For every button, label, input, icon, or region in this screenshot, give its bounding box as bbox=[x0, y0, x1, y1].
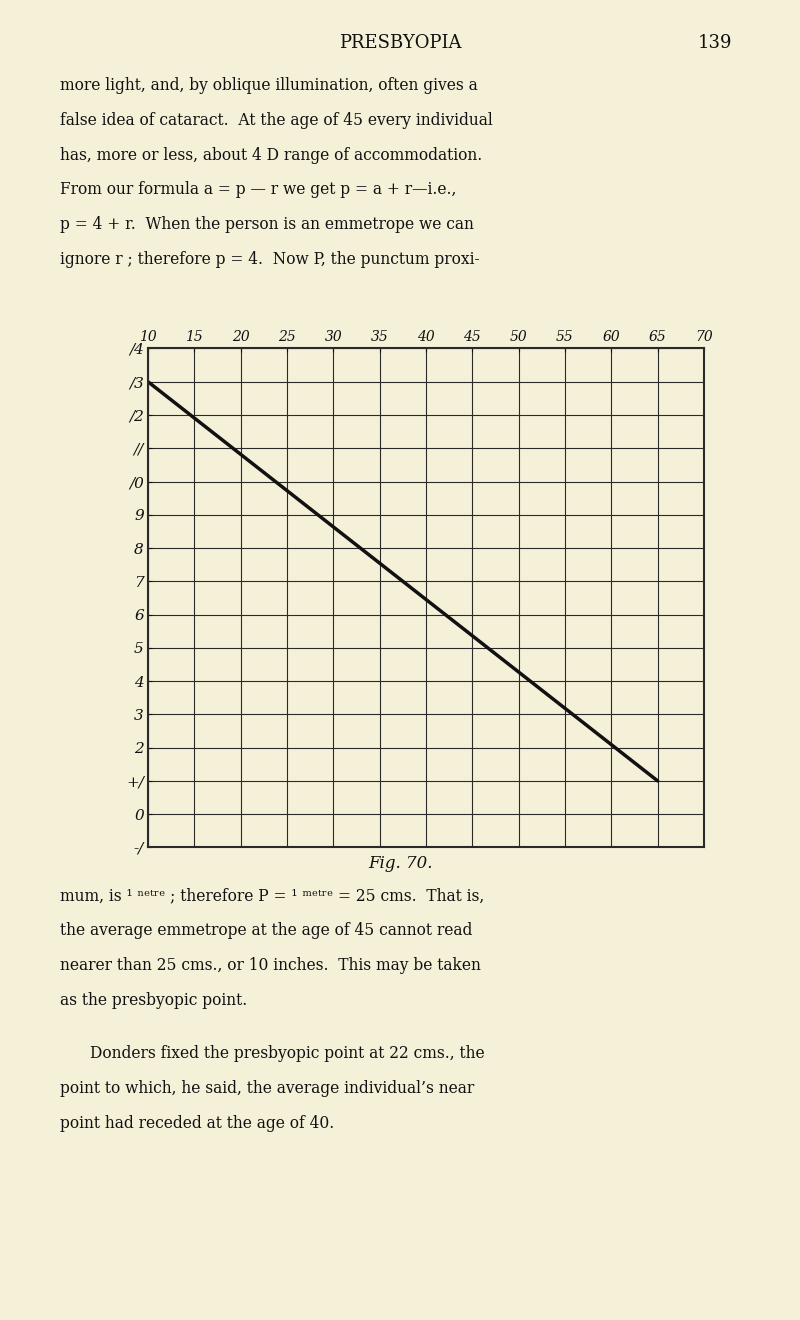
Text: Donders fixed the presbyopic point at 22 cms., the: Donders fixed the presbyopic point at 22… bbox=[90, 1045, 485, 1063]
Text: Fig. 70.: Fig. 70. bbox=[368, 855, 432, 873]
Text: nearer than 25 cms., or 10 inches.  This may be taken: nearer than 25 cms., or 10 inches. This … bbox=[60, 957, 481, 974]
Text: as the presbyopic point.: as the presbyopic point. bbox=[60, 993, 247, 1008]
Text: p = 4 + r.  When the person is an emmetrope we can: p = 4 + r. When the person is an emmetro… bbox=[60, 216, 474, 234]
Text: ignore r ; therefore p = 4.  Now P, the punctum proxi-: ignore r ; therefore p = 4. Now P, the p… bbox=[60, 251, 480, 268]
Text: From our formula a = p — r we get p = a + r—i.e.,: From our formula a = p — r we get p = a … bbox=[60, 181, 456, 198]
Text: the average emmetrope at the age of 45 cannot read: the average emmetrope at the age of 45 c… bbox=[60, 921, 472, 939]
Text: PRESBYOPIA: PRESBYOPIA bbox=[338, 34, 462, 53]
Text: more light, and, by oblique illumination, often gives a: more light, and, by oblique illumination… bbox=[60, 77, 478, 94]
Text: has, more or less, about 4 D range of accommodation.: has, more or less, about 4 D range of ac… bbox=[60, 147, 482, 164]
Text: 139: 139 bbox=[698, 34, 732, 53]
Text: point to which, he said, the average individual’s near: point to which, he said, the average ind… bbox=[60, 1080, 474, 1097]
Text: point had receded at the age of 40.: point had receded at the age of 40. bbox=[60, 1115, 334, 1133]
Text: false idea of cataract.  At the age of 45 every individual: false idea of cataract. At the age of 45… bbox=[60, 112, 493, 128]
Text: mum, is ¹ ⁿᵉᵗʳᵉ ; therefore P = ¹ ᵐᵉᵗʳᵉ = 25 cms.  That is,: mum, is ¹ ⁿᵉᵗʳᵉ ; therefore P = ¹ ᵐᵉᵗʳᵉ … bbox=[60, 887, 484, 904]
